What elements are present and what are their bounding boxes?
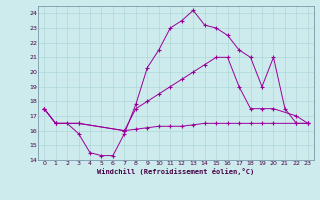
X-axis label: Windchill (Refroidissement éolien,°C): Windchill (Refroidissement éolien,°C) (97, 168, 255, 175)
